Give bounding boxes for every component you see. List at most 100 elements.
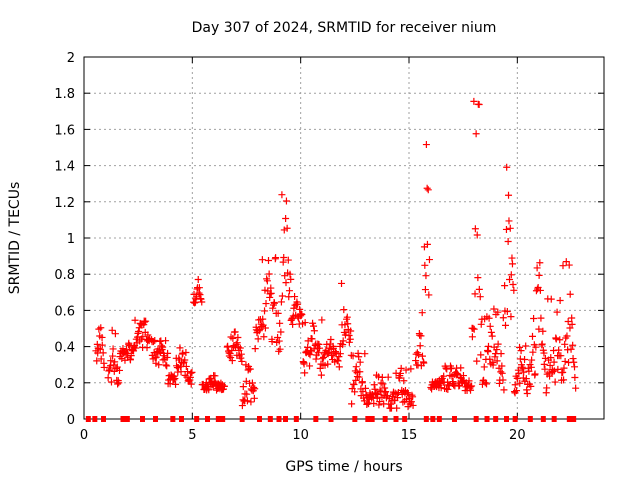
data-point (141, 318, 149, 326)
data-point (477, 320, 485, 328)
data-point (568, 314, 576, 322)
data-point (546, 361, 554, 369)
data-point-zero (293, 416, 299, 422)
data-points (85, 97, 580, 422)
data-point (371, 385, 379, 393)
data-point (187, 369, 195, 377)
data-point (566, 290, 574, 298)
data-point (477, 351, 485, 359)
data-point (503, 163, 511, 171)
data-point (109, 352, 117, 360)
data-point (324, 360, 332, 368)
data-point (425, 291, 433, 299)
data-point (566, 324, 574, 332)
data-point (570, 358, 578, 366)
data-point (286, 270, 294, 278)
data-point (301, 319, 309, 327)
data-point (535, 271, 543, 279)
data-point (510, 286, 518, 294)
x-tick-label: 20 (509, 428, 526, 443)
data-point (356, 358, 364, 366)
data-point-zero (493, 416, 499, 422)
data-point (384, 373, 392, 381)
data-point (291, 293, 299, 301)
data-point (470, 97, 478, 105)
data-point (547, 354, 555, 362)
data-point-zero (452, 416, 457, 422)
data-point (500, 386, 508, 394)
data-point (275, 337, 283, 345)
data-point (474, 274, 482, 282)
data-point (118, 355, 126, 363)
data-point (488, 332, 496, 340)
data-point (339, 337, 347, 345)
data-point (473, 231, 481, 239)
data-point (259, 315, 267, 323)
data-point (538, 340, 546, 348)
data-point (547, 295, 555, 303)
data-point (377, 379, 385, 387)
data-point (541, 354, 549, 362)
data-point (546, 372, 554, 380)
data-point (360, 397, 368, 405)
data-point (251, 385, 259, 393)
data-point (476, 293, 484, 301)
data-point (269, 304, 277, 312)
data-point (191, 299, 199, 307)
data-point (498, 369, 506, 377)
data-point-zero (153, 416, 158, 422)
data-point (290, 304, 298, 312)
data-point (396, 369, 404, 377)
data-point (272, 254, 280, 262)
data-point (247, 398, 255, 406)
x-axis: 0 5 10 15 20 (80, 57, 526, 443)
y-tick-label: 1 (67, 232, 75, 247)
data-point (179, 359, 187, 367)
data-point (265, 257, 273, 265)
data-point (521, 355, 529, 363)
data-point (379, 380, 387, 388)
data-point (181, 356, 189, 364)
data-point (284, 256, 292, 264)
data-point (274, 309, 282, 317)
data-point (499, 376, 507, 384)
data-point (518, 363, 526, 371)
data-point (211, 372, 219, 380)
data-point (569, 355, 577, 363)
data-point (352, 376, 360, 384)
data-point (504, 238, 512, 246)
data-point (334, 357, 342, 365)
data-point (316, 344, 324, 352)
data-point (143, 344, 151, 352)
data-point (314, 349, 322, 357)
data-point (260, 333, 268, 341)
data-point (403, 389, 411, 397)
data-point (158, 342, 166, 350)
data-point (246, 365, 254, 373)
data-point (469, 324, 477, 332)
data-point-zero (205, 416, 210, 422)
data-point (457, 364, 465, 372)
data-point (345, 338, 353, 346)
data-point (308, 335, 316, 343)
data-point (107, 357, 115, 365)
data-point (111, 330, 119, 338)
data-point (436, 379, 444, 387)
data-point (559, 368, 567, 376)
data-point (361, 350, 369, 358)
data-point (509, 280, 517, 288)
data-point (159, 356, 167, 364)
data-point (205, 386, 213, 394)
data-point (261, 307, 269, 315)
data-point (355, 373, 363, 381)
data-point-zero (194, 416, 200, 422)
data-point (155, 361, 163, 369)
data-point (421, 261, 429, 269)
data-point (505, 191, 513, 199)
data-point (517, 347, 525, 355)
data-point (187, 380, 195, 388)
data-point (358, 378, 366, 386)
data-point-zero (473, 416, 479, 422)
data-point (527, 382, 535, 390)
data-point (175, 354, 183, 362)
